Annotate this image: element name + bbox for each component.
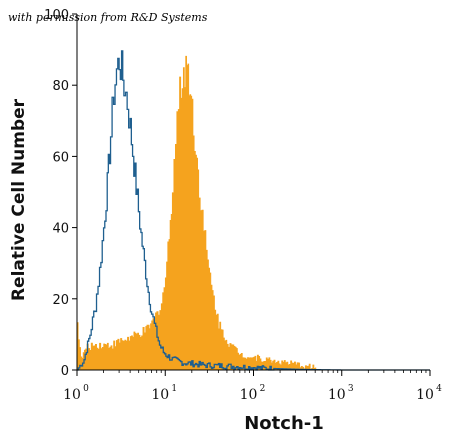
x-axis-label: Notch-1 xyxy=(244,413,324,434)
x-tick-exponent: 0 xyxy=(83,384,89,394)
y-tick-label: 60 xyxy=(52,150,69,165)
x-tick-label: 10 xyxy=(416,387,434,403)
x-tick-label: 10 xyxy=(328,387,346,403)
x-tick-exponent: 3 xyxy=(348,384,354,394)
series-outline-histogram xyxy=(77,50,430,371)
x-tick-label: 10 xyxy=(151,387,169,403)
y-axis-label: Relative Cell Number xyxy=(9,98,29,301)
y-tick-label: 20 xyxy=(52,293,69,308)
x-tick-label: 10 xyxy=(240,387,258,403)
x-tick-label: 10 xyxy=(63,387,81,403)
x-tick-exponent: 2 xyxy=(260,384,266,394)
x-tick-exponent: 1 xyxy=(171,384,177,394)
y-tick-label: 80 xyxy=(52,79,69,94)
y-tick-label: 100 xyxy=(44,8,69,23)
y-tick-label: 0 xyxy=(61,364,69,379)
credit-text: with permission from R&D Systems xyxy=(8,11,208,24)
x-tick-exponent: 4 xyxy=(436,384,442,394)
y-tick-label: 40 xyxy=(52,222,69,237)
series-filled-histogram xyxy=(76,55,430,371)
